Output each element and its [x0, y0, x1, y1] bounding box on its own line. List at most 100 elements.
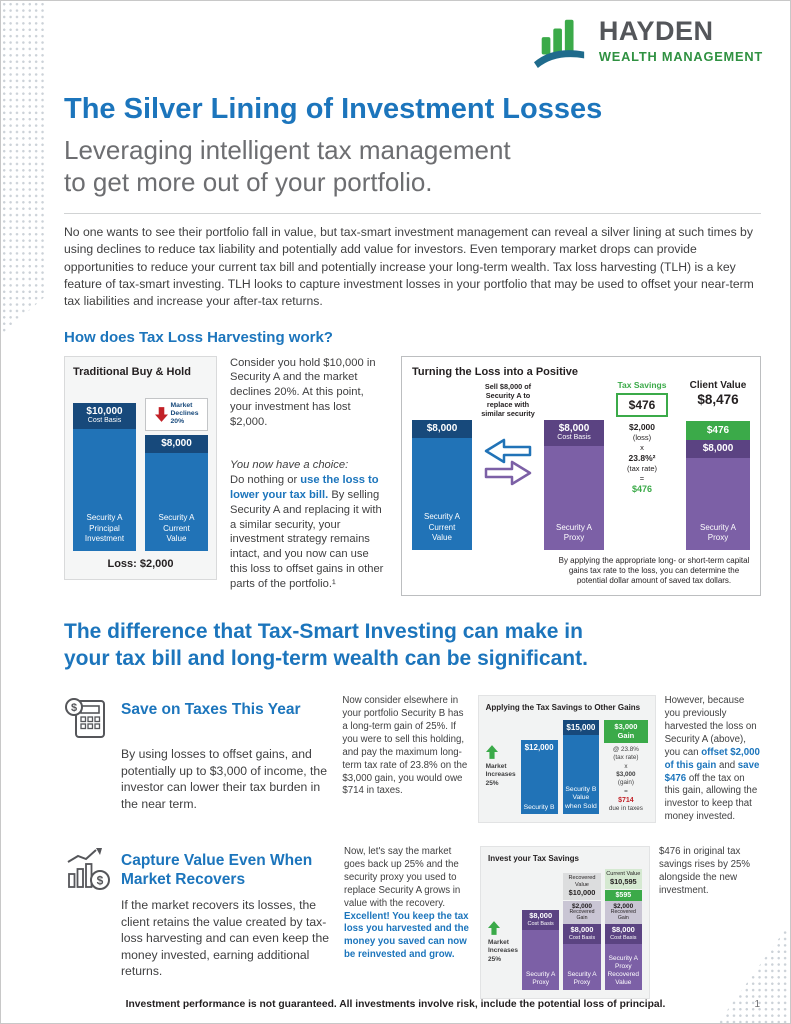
explainer-text: Now, let's say the market goes back up 2… [344, 846, 461, 909]
logo-icon [533, 19, 585, 68]
calc-line: (tax rate) [613, 754, 639, 762]
tlh-explainer-column: Consider you hold $10,000 in Security A … [230, 356, 388, 596]
calc-line: $2,000 [629, 421, 655, 432]
bar-label: Security A Current Value [412, 438, 472, 550]
choice-pre: Do nothing or [230, 473, 301, 486]
bar-value: $8,000 [570, 925, 594, 935]
loss-into-positive-footnote: By applying the appropriate long- or sho… [558, 555, 750, 586]
buy-and-hold-box: Traditional Buy & Hold $10,000 Cost Basi… [64, 355, 217, 580]
bar-label: Security A Proxy [522, 930, 560, 991]
tlh-explainer-text: Consider you hold $10,000 in Security A … [230, 356, 376, 429]
chart-title: Applying the Tax Savings to Other Gains [485, 703, 641, 713]
bar-proxy-cost-basis: $8,000 Cost Basis Security A Proxy [522, 910, 560, 991]
bar-sub-label: Cost Basis [568, 934, 596, 941]
chart-bars: Market Increases 25% $8,000 Cost Basis S… [488, 869, 642, 991]
segment-value: $2,000 [613, 902, 634, 910]
bar-label: Security A Proxy Recovered Value [604, 944, 642, 991]
logo-name: HAYDEN [598, 16, 714, 46]
bar-column-security-a: $8,000 Security A Current Value [412, 380, 472, 550]
page-subtitle: Leveraging intelligent tax management to… [64, 135, 511, 197]
save-on-taxes-row: $ Save on Taxes This Year By using losse… [64, 695, 761, 824]
invest-tax-savings-chart: Invest your Tax Savings Market Increases… [480, 846, 650, 1000]
tax-savings-calculation: $2,000 (loss) x 23.8%² (tax rate) = $476 [608, 422, 676, 496]
capture-value-left: $ Capture Value Even When Market Recover… [64, 846, 342, 999]
label-title: Current Value [606, 871, 641, 878]
recovered-gain-segment: $2,000 Recovered Gain [563, 900, 601, 925]
tlh-diagram-row: Traditional Buy & Hold $10,000 Cost Basi… [64, 355, 761, 596]
bar-column-current: Market Declines 20% $8,000 Security A Cu… [145, 398, 208, 551]
bar-header: $8,000 [686, 439, 750, 459]
bar-sub-label: Cost Basis [87, 417, 122, 425]
bar-label: Security B [523, 804, 555, 812]
gain-label: Gain [617, 731, 635, 741]
swap-column: Sell $8,000 of Security A to replace wit… [472, 380, 544, 550]
capture-value-heading: Capture Value Even When Market Recovers [121, 852, 313, 889]
bar-column-proxy: $8,000 Cost Basis Security A Proxy [544, 380, 604, 550]
bar-recovered-value: Recovered Value $10,000 $2,000 Recovered… [563, 873, 601, 991]
save-on-taxes-chart-wrap: Applying the Tax Savings to Other Gains … [477, 695, 656, 824]
bar-sub-label: Cost Basis [557, 434, 591, 442]
bar-value: $10,000 [86, 405, 123, 417]
calc-line: = [639, 473, 645, 483]
note-text: off the tax on this gain, allowing the i… [664, 772, 758, 823]
bar-column-principal: $10,000 Cost Basis Security A Principal … [73, 402, 136, 551]
bar-value: $15,000 [562, 720, 600, 736]
market-decline-callout: Market Declines 20% [145, 398, 208, 431]
feature-heading-group: $ Save on Taxes This Year [64, 695, 340, 741]
market-increase-note: Market Increases 25% [485, 745, 516, 788]
calc-line: (loss) [632, 432, 652, 442]
feature-heading-group: $ Capture Value Even When Market Recover… [64, 846, 342, 892]
recovered-gain-segment: $2,000 Recovered Gain [604, 900, 642, 925]
bar-header: $8,000 [412, 419, 472, 439]
calc-line: x [640, 442, 644, 452]
logo-tagline: WEALTH MANAGEMENT [598, 49, 763, 64]
bar-header: $10,000 Cost Basis [73, 402, 136, 430]
bar-current-value: Current Value $10,595 $595 $2,000 Recove… [604, 869, 642, 991]
note-text: However, because you previously harveste… [664, 695, 757, 758]
segment-label: Recovered Gain [610, 909, 636, 922]
bar-header: $8,000 [145, 434, 208, 454]
calc-line: (tax rate) [626, 463, 657, 473]
down-arrow-icon [154, 406, 168, 422]
tlh-choice-text: You now have a choice: Do nothing or use… [230, 458, 388, 592]
bar-security-a-current-value: $8,000 Security A Current Value [412, 419, 472, 550]
market-increase-note: Market Increases 25% [488, 921, 518, 964]
tax-savings-column: Tax Savings $476 $2,000 (loss) x 23.8%² … [604, 380, 680, 550]
difference-heading: The difference that Tax-Smart Investing … [64, 619, 588, 671]
page-title: The Silver Lining of Investment Losses [64, 93, 603, 125]
calc-line: = [624, 787, 628, 795]
label-amount: $10,595 [609, 876, 637, 886]
bar-security-b: $12,000 Security B [520, 740, 558, 815]
calc-line: 23.8%² [628, 452, 656, 463]
client-value-tax-savings-segment: $476 [686, 420, 750, 440]
sell-note: Sell $8,000 of Security A to replace wit… [481, 381, 535, 418]
bar-top-label: Recovered Value $10,000 [563, 873, 601, 900]
client-value-label: Client Value [689, 379, 747, 391]
bar-header: $8,000 Cost Basis [522, 910, 560, 931]
calc-result: $476 [631, 483, 653, 494]
bar-security-a-principal: $10,000 Cost Basis Security A Principal … [73, 402, 136, 551]
logo: HAYDEN WEALTH MANAGEMENT [532, 14, 763, 68]
bar-label: Security B Value when Sold [562, 735, 600, 815]
bar-label: Security A Proxy [563, 944, 601, 991]
market-increase-text: Market Increases 25% [485, 762, 516, 787]
bar-header: $8,000 Cost Basis [544, 419, 604, 447]
dot-pattern-top-left [1, 1, 47, 335]
gain-column: $3,000 Gain @ 23.8% (tax rate) x $3,000 … [604, 720, 648, 814]
segment-value: $2,000 [572, 902, 592, 910]
calc-line: x [624, 762, 628, 770]
segment-label: Recovered Gain [569, 909, 595, 922]
up-arrow-icon [488, 921, 500, 936]
bar-header: $8,000 Cost Basis [604, 924, 642, 945]
bar-label: Security A Proxy [544, 446, 604, 550]
offset-gain-emphasis: offset $2,000 of this gain [664, 746, 760, 771]
gain-badge: $3,000 Gain [604, 720, 648, 744]
market-increase-text: Market Increases 25% [488, 938, 518, 963]
swap-arrows-icon [484, 438, 532, 486]
tax-savings-growth-segment: $595 [604, 889, 642, 901]
excellent-emphasis: Excellent! You keep the tax loss you har… [344, 910, 469, 961]
save-on-taxes-left: $ Save on Taxes This Year By using losse… [64, 695, 340, 824]
save-476-emphasis: save $476 [664, 759, 760, 784]
lower-tax-bill-emphasis: use the loss to lower your tax bill. [230, 473, 379, 501]
